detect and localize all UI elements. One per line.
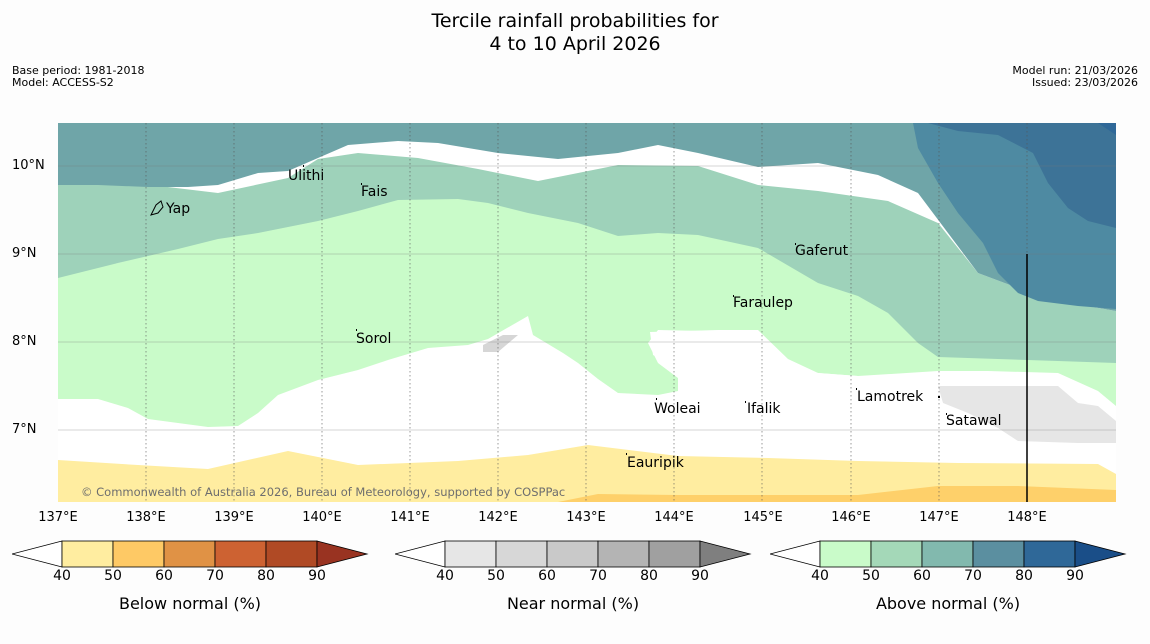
lat-label-10n: 10°N xyxy=(12,158,45,173)
title-line-2: 4 to 10 April 2026 xyxy=(489,33,661,55)
lon-label: 138°E xyxy=(126,510,166,525)
region-near-40-small xyxy=(483,335,518,352)
tick: 70 xyxy=(964,568,982,584)
colorbar-under-triangle xyxy=(12,540,63,568)
region-below-50 xyxy=(558,486,1116,502)
lon-label: 137°E xyxy=(38,510,78,525)
colorbar-near-label: Near normal (%) xyxy=(506,594,640,613)
model-run: Model run: 21/03/2026 xyxy=(1012,64,1138,77)
tick: 60 xyxy=(538,568,556,584)
lon-label: 142°E xyxy=(478,510,518,525)
tick: 80 xyxy=(640,568,658,584)
lon-label: 147°E xyxy=(919,510,959,525)
place-eauripik: Eauripik xyxy=(627,455,685,471)
tick: 70 xyxy=(206,568,224,584)
tick: 40 xyxy=(53,568,71,584)
colorbar-segment xyxy=(112,540,165,568)
lon-label: 146°E xyxy=(831,510,871,525)
colorbar-segment xyxy=(597,540,650,568)
region-white-hole xyxy=(650,330,858,385)
lat-lines xyxy=(58,165,1116,431)
model-name: Model: ACCESS-S2 xyxy=(12,76,114,89)
tick: 40 xyxy=(436,568,454,584)
colorbar-below-label: Below normal (%) xyxy=(118,594,262,613)
meta-left: Base period: 1981-2018 Model: ACCESS-S2 xyxy=(12,65,144,89)
place-sorol: Sorol xyxy=(356,331,391,347)
tick: 80 xyxy=(257,568,275,584)
tick: 40 xyxy=(811,568,829,584)
tick: 50 xyxy=(487,568,505,584)
place-markers xyxy=(303,165,947,455)
colorbar-segment xyxy=(163,540,216,568)
colorbar-segment xyxy=(870,540,923,568)
place-lamotrek: Lamotrek xyxy=(857,389,924,405)
chart-title: Tercile rainfall probabilities for 4 to … xyxy=(0,10,1150,56)
colorbar-segment xyxy=(921,540,974,568)
colorbar-under-triangle xyxy=(395,540,446,568)
colorbar-under-triangle xyxy=(770,540,821,568)
place-gaferut: Gaferut xyxy=(795,243,849,259)
colorbar-segment xyxy=(214,540,267,568)
lat-label-7n: 7°N xyxy=(12,422,37,437)
tick: 70 xyxy=(589,568,607,584)
colorbar-over-triangle xyxy=(699,540,752,568)
meta-right: Model run: 21/03/2026 Issued: 23/03/2026 xyxy=(1012,65,1138,89)
colorbar-segment xyxy=(972,540,1025,568)
lat-label-8n: 8°N xyxy=(12,334,37,349)
tick: 90 xyxy=(1066,568,1084,584)
region-above-50 xyxy=(58,153,1116,363)
colorbar-over-triangle xyxy=(1074,540,1127,568)
colorbar-segment xyxy=(444,540,497,568)
colorbar-below xyxy=(12,540,369,568)
colorbar-segment xyxy=(648,540,701,568)
colorbar-segment xyxy=(819,540,872,568)
tick: 80 xyxy=(1015,568,1033,584)
tick: 60 xyxy=(913,568,931,584)
place-yap: Yap xyxy=(165,201,190,217)
lon-label: 148°E xyxy=(1007,510,1047,525)
tick: 60 xyxy=(155,568,173,584)
colorbar-above xyxy=(770,540,1127,568)
yap-island-shape xyxy=(150,200,164,216)
forecast-map: Yap Ulithi Fais Gaferut Faraulep Sorol W… xyxy=(58,123,1116,502)
colorbar-segment xyxy=(61,540,114,568)
lon-label: 145°E xyxy=(743,510,783,525)
copyright-text: © Commonwealth of Australia 2026, Bureau… xyxy=(81,485,565,499)
region-above-90 xyxy=(1098,123,1116,135)
colorbar-segment xyxy=(546,540,599,568)
lat-label-9n: 9°N xyxy=(12,246,37,261)
colorbar-segment xyxy=(1023,540,1076,568)
place-fais: Fais xyxy=(361,184,388,200)
region-above-40 xyxy=(58,183,1116,427)
colorbar-segment xyxy=(265,540,318,568)
place-satawal: Satawal xyxy=(946,413,1001,429)
place-woleai: Woleai xyxy=(654,401,701,417)
region-above-80 xyxy=(928,123,1116,228)
colorbar-near xyxy=(395,540,752,568)
tick: 50 xyxy=(104,568,122,584)
region-below-40 xyxy=(58,445,1116,502)
place-faraulep: Faraulep xyxy=(733,295,793,311)
place-ifalik: Ifalik xyxy=(747,401,781,417)
tick: 90 xyxy=(691,568,709,584)
lon-label: 141°E xyxy=(390,510,430,525)
lon-label: 144°E xyxy=(654,510,694,525)
colorbar-above-label: Above normal (%) xyxy=(875,594,1021,613)
title-line-1: Tercile rainfall probabilities for xyxy=(431,10,719,32)
colorbar-segment xyxy=(495,540,548,568)
lon-label: 139°E xyxy=(214,510,254,525)
colorbar-over-triangle xyxy=(316,540,369,568)
lon-label: 140°E xyxy=(302,510,342,525)
place-ulithi: Ulithi xyxy=(288,168,324,184)
tick: 90 xyxy=(308,568,326,584)
lon-label: 143°E xyxy=(566,510,606,525)
base-period: Base period: 1981-2018 xyxy=(12,64,145,77)
map-svg: Yap Ulithi Fais Gaferut Faraulep Sorol W… xyxy=(58,123,1116,502)
tick: 50 xyxy=(862,568,880,584)
issued-date: Issued: 23/03/2026 xyxy=(1031,76,1138,89)
